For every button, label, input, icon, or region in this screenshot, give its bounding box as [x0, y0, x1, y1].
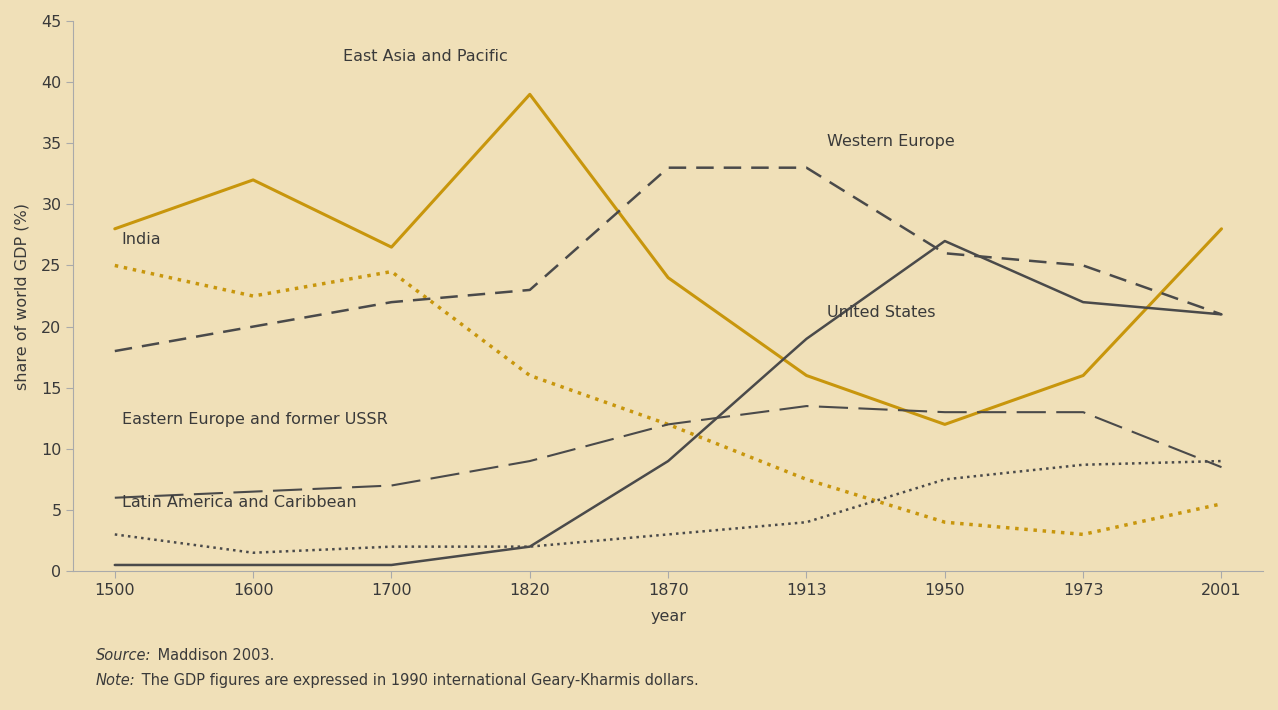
- Text: East Asia and Pacific: East Asia and Pacific: [343, 49, 507, 64]
- Text: Western Europe: Western Europe: [827, 134, 955, 149]
- Text: Note:: Note:: [96, 673, 135, 688]
- Text: United States: United States: [827, 305, 935, 320]
- Text: Source:: Source:: [96, 648, 151, 663]
- Y-axis label: share of world GDP (%): share of world GDP (%): [15, 202, 29, 390]
- Text: Maddison 2003.: Maddison 2003.: [153, 648, 275, 663]
- Text: India: India: [121, 232, 161, 247]
- X-axis label: year: year: [651, 609, 686, 624]
- Text: The GDP figures are expressed in 1990 international Geary-Kharmis dollars.: The GDP figures are expressed in 1990 in…: [137, 673, 699, 688]
- Text: Eastern Europe and former USSR: Eastern Europe and former USSR: [121, 412, 387, 427]
- Text: Latin America and Caribbean: Latin America and Caribbean: [121, 495, 357, 510]
